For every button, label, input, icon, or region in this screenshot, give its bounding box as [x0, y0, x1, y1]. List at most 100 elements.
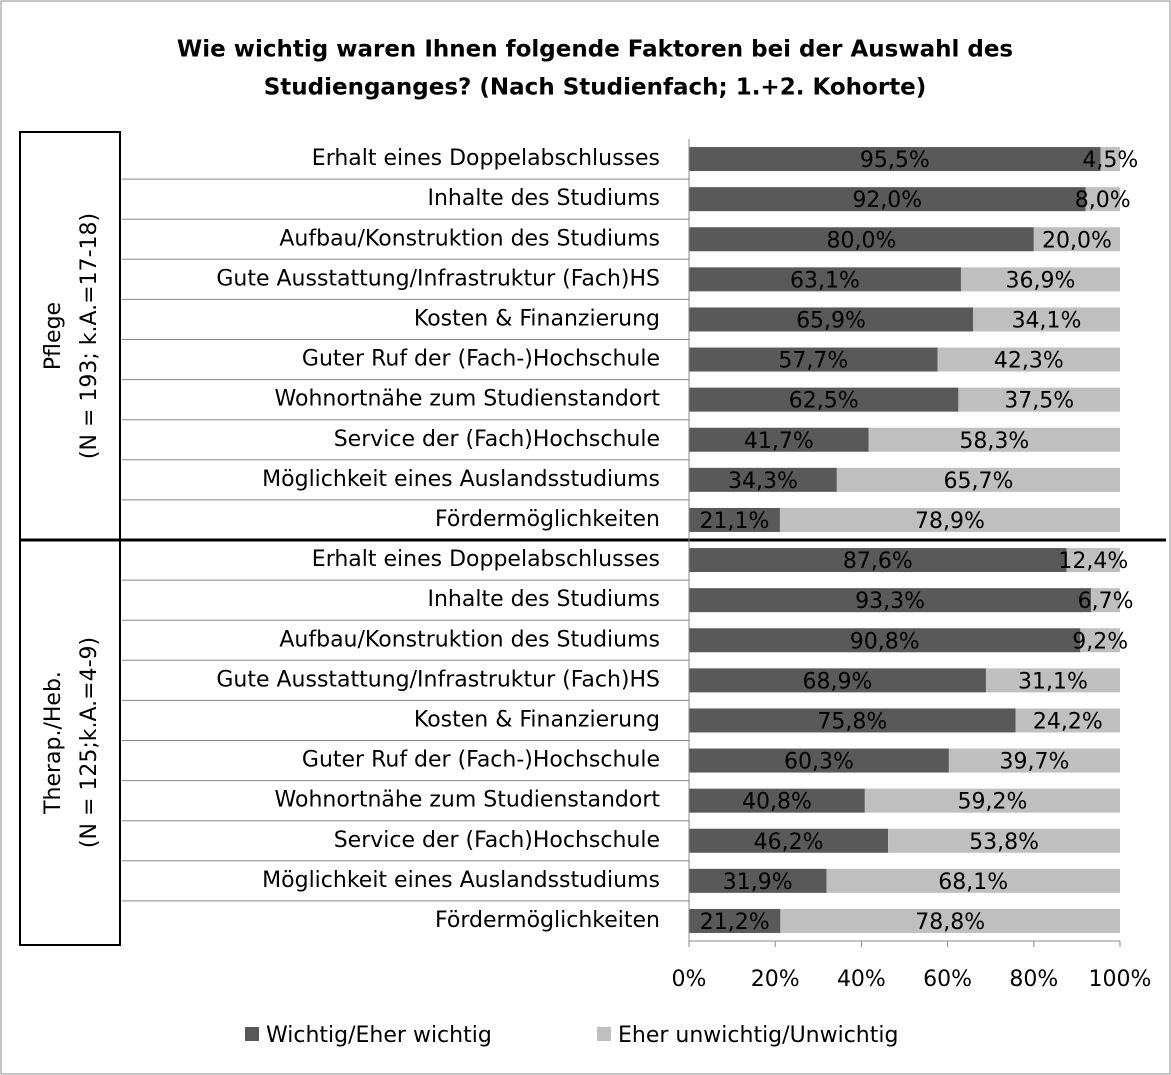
value-label: 75,8% [817, 709, 887, 734]
bar-segment [973, 307, 1120, 332]
value-label: 65,7% [943, 469, 1013, 494]
value-label: 57,7% [778, 349, 848, 374]
bar-segment [1091, 588, 1120, 613]
category-label: Möglichkeit eines Auslandsstudiums [262, 868, 660, 893]
value-label: 65,9% [796, 308, 866, 333]
value-label: 8,0% [1075, 188, 1131, 213]
category-label: Aufbau/Konstruktion des Studiums [279, 226, 660, 251]
category-label: Gute Ausstattung/Infrastruktur (Fach)HS [216, 667, 660, 692]
value-label: 31,9% [723, 870, 793, 895]
category-label: Fördermöglichkeiten [435, 908, 660, 933]
bar-segment [958, 387, 1120, 412]
bar-segment [689, 267, 961, 292]
bar-segment [689, 628, 1081, 653]
value-label: 31,1% [1018, 669, 1088, 694]
value-label: 42,3% [994, 349, 1064, 374]
value-label: 34,1% [1012, 308, 1082, 333]
bar-segment [689, 227, 1034, 252]
bar-segment [689, 828, 889, 853]
category-label: Inhalte des Studiums [427, 587, 660, 612]
bar-segment [1100, 147, 1120, 172]
value-label: 92,0% [852, 188, 922, 213]
x-tick-label: 100% [1089, 967, 1152, 992]
bar-segment [689, 307, 974, 332]
category-label: Fördermöglichkeiten [435, 507, 660, 532]
value-label: 53,8% [969, 830, 1039, 855]
value-label: 68,9% [803, 669, 873, 694]
x-tick-label: 40% [837, 967, 886, 992]
bar-segment [689, 387, 959, 412]
value-label: 39,7% [1000, 750, 1070, 775]
bar-segment [864, 788, 1120, 813]
category-label: Service der (Fach)Hochschule [334, 427, 660, 452]
category-label: Erhalt eines Doppelabschlusses [312, 146, 660, 171]
bar-segment [689, 467, 837, 492]
legend-swatch [597, 1027, 611, 1041]
bar-segment [689, 868, 827, 893]
value-label: 87,6% [843, 549, 913, 574]
x-tick-label: 60% [923, 967, 972, 992]
bar-segment [836, 467, 1120, 492]
group-label: (N = 125;k.A.=4-9) [77, 637, 102, 848]
category-label: Inhalte des Studiums [427, 186, 660, 211]
x-tick-label: 20% [751, 967, 800, 992]
bar-segment [689, 347, 938, 372]
value-label: 4,5% [1082, 148, 1138, 173]
category-label: Guter Ruf der (Fach-)Hochschule [302, 347, 660, 372]
bar-segment [1066, 548, 1120, 573]
bar-segment [826, 868, 1120, 893]
value-label: 41,7% [744, 429, 814, 454]
bar-segment [689, 588, 1092, 613]
bar-segment [689, 708, 1016, 733]
category-label: Gute Ausstattung/Infrastruktur (Fach)HS [216, 266, 660, 291]
value-label: 59,2% [957, 790, 1027, 815]
value-label: 93,3% [855, 589, 925, 614]
bar-segment [689, 668, 986, 693]
value-label: 37,5% [1004, 389, 1074, 414]
bar-segment [1033, 227, 1120, 252]
value-label: 34,3% [728, 469, 798, 494]
bar-segment [689, 748, 949, 773]
value-label: 20,0% [1042, 228, 1112, 253]
value-label: 68,1% [938, 870, 1008, 895]
value-label: 46,2% [754, 830, 824, 855]
bar-segment [689, 427, 869, 452]
bar-segment [689, 548, 1067, 573]
value-label: 78,9% [915, 509, 985, 534]
category-label: Aufbau/Konstruktion des Studiums [279, 627, 660, 652]
value-label: 9,2% [1072, 629, 1128, 654]
category-label: Wohnortnähe zum Studienstandort [275, 788, 661, 813]
value-label: 58,3% [959, 429, 1029, 454]
group-label: Pflege [41, 302, 66, 370]
value-label: 63,1% [790, 268, 860, 293]
legend-label: Wichtig/Eher wichtig [266, 1023, 492, 1048]
bar-segment [1015, 708, 1120, 733]
category-label: Möglichkeit eines Auslandsstudiums [262, 467, 660, 492]
category-label: Erhalt eines Doppelabschlusses [312, 547, 660, 572]
chart-title: Wie wichtig waren Ihnen folgende Faktore… [177, 37, 1013, 63]
bar-segment [1080, 628, 1120, 653]
value-label: 80,0% [826, 228, 896, 253]
bar-segment [985, 668, 1120, 693]
bar-segment [780, 908, 1120, 933]
category-label: Service der (Fach)Hochschule [334, 828, 660, 853]
value-label: 21,2% [700, 910, 770, 935]
value-label: 78,8% [915, 910, 985, 935]
bar-segment [689, 908, 781, 933]
bar-segment [689, 147, 1101, 172]
legend-swatch [245, 1027, 259, 1041]
bar-segment [948, 748, 1120, 773]
value-label: 24,2% [1033, 709, 1103, 734]
bar-segment [689, 507, 780, 532]
bar-segment [960, 267, 1120, 292]
x-tick-label: 80% [1009, 967, 1058, 992]
value-label: 21,1% [700, 509, 770, 534]
bar-segment [689, 788, 865, 813]
value-label: 95,5% [860, 148, 930, 173]
category-label: Wohnortnähe zum Studienstandort [275, 387, 661, 412]
bar-segment [937, 347, 1120, 372]
value-label: 90,8% [850, 629, 920, 654]
value-label: 62,5% [789, 389, 859, 414]
